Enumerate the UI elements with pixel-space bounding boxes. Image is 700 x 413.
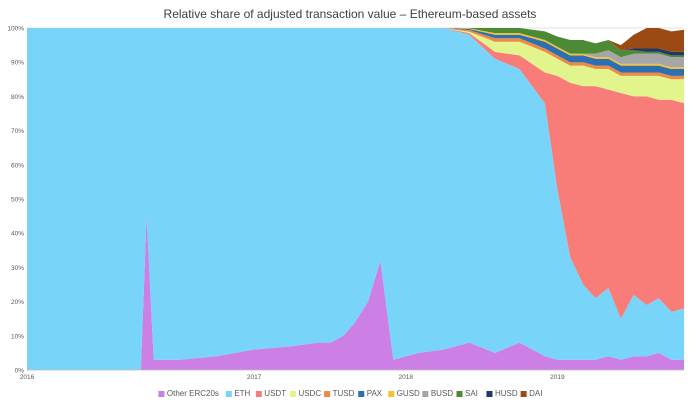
x-tick-label: 2018 <box>399 374 414 381</box>
area-pax <box>27 28 684 76</box>
legend-swatch-gusd <box>388 391 395 397</box>
y-tick-label: 30% <box>11 265 24 272</box>
legend-label-other-erc20s: Other ERC20s <box>167 389 219 398</box>
legend-swatch-pax <box>358 391 365 397</box>
y-tick-label: 10% <box>11 333 24 340</box>
y-tick-label: 50% <box>11 197 24 204</box>
x-tick-label: 2019 <box>550 374 565 381</box>
legend-label-busd: BUSD <box>431 389 453 398</box>
y-tick-label: 80% <box>11 94 24 101</box>
legend-swatch-husd <box>486 391 493 397</box>
x-tick-label: 2016 <box>20 374 35 381</box>
legend-swatch-sai <box>456 391 463 397</box>
area-usdt <box>27 28 684 319</box>
legend-label-pax: PAX <box>367 389 383 398</box>
y-tick-label: 0% <box>15 368 25 375</box>
area-usdc <box>27 28 684 104</box>
legend-swatch-eth <box>225 391 232 397</box>
y-tick-label: 100% <box>7 26 24 33</box>
x-tick-label: 2017 <box>247 374 262 381</box>
legend-label-eth: ETH <box>234 389 250 398</box>
legend-label-usdc: USDC <box>298 389 321 398</box>
axes: 0% 10% 20% 30% 40% 50% 60% 70% 80% 90% 100% 2016 201… <box>7 26 684 381</box>
y-tick-label: 60% <box>11 162 24 169</box>
y-tick-label: 20% <box>11 299 24 306</box>
y-tick-label: 70% <box>11 128 24 135</box>
legend-swatch-usdc <box>289 391 296 397</box>
legend-label-tusd: TUSD <box>333 389 355 398</box>
legend-swatch-busd <box>422 391 429 397</box>
area-eth <box>27 28 684 370</box>
legend: Other ERC20s ETH USDT USDC TUSD PAX GUSD BUSD SA… <box>158 389 542 398</box>
y-tick-label: 90% <box>11 60 24 67</box>
area-sai <box>27 28 684 58</box>
legend-label-dai: DAI <box>529 389 542 398</box>
area-other-erc20s <box>27 216 684 370</box>
legend-label-husd: HUSD <box>495 389 518 398</box>
chart-title: Relative share of adjusted transaction v… <box>164 7 537 21</box>
stacked-areas <box>27 28 684 370</box>
legend-swatch-usdt <box>255 391 262 397</box>
legend-label-gusd: GUSD <box>397 389 420 398</box>
legend-label-sai: SAI <box>465 389 478 398</box>
legend-swatch-tusd <box>324 391 331 397</box>
area-tusd <box>27 28 684 80</box>
y-tick-label: 40% <box>11 231 24 238</box>
legend-swatch-other-erc20s <box>158 391 165 397</box>
legend-label-usdt: USDT <box>264 389 286 398</box>
legend-swatch-dai <box>520 391 527 397</box>
